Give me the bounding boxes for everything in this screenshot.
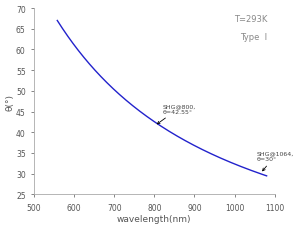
Text: SHG@800,
θ=42.55°: SHG@800, θ=42.55°	[157, 103, 196, 124]
Y-axis label: θ(°): θ(°)	[6, 93, 15, 110]
Text: Type  I: Type I	[240, 33, 267, 42]
Text: T=293K: T=293K	[234, 15, 267, 24]
X-axis label: wavelength(nm): wavelength(nm)	[117, 215, 192, 224]
Text: SHG@1064,
θ=30°: SHG@1064, θ=30°	[256, 151, 294, 171]
